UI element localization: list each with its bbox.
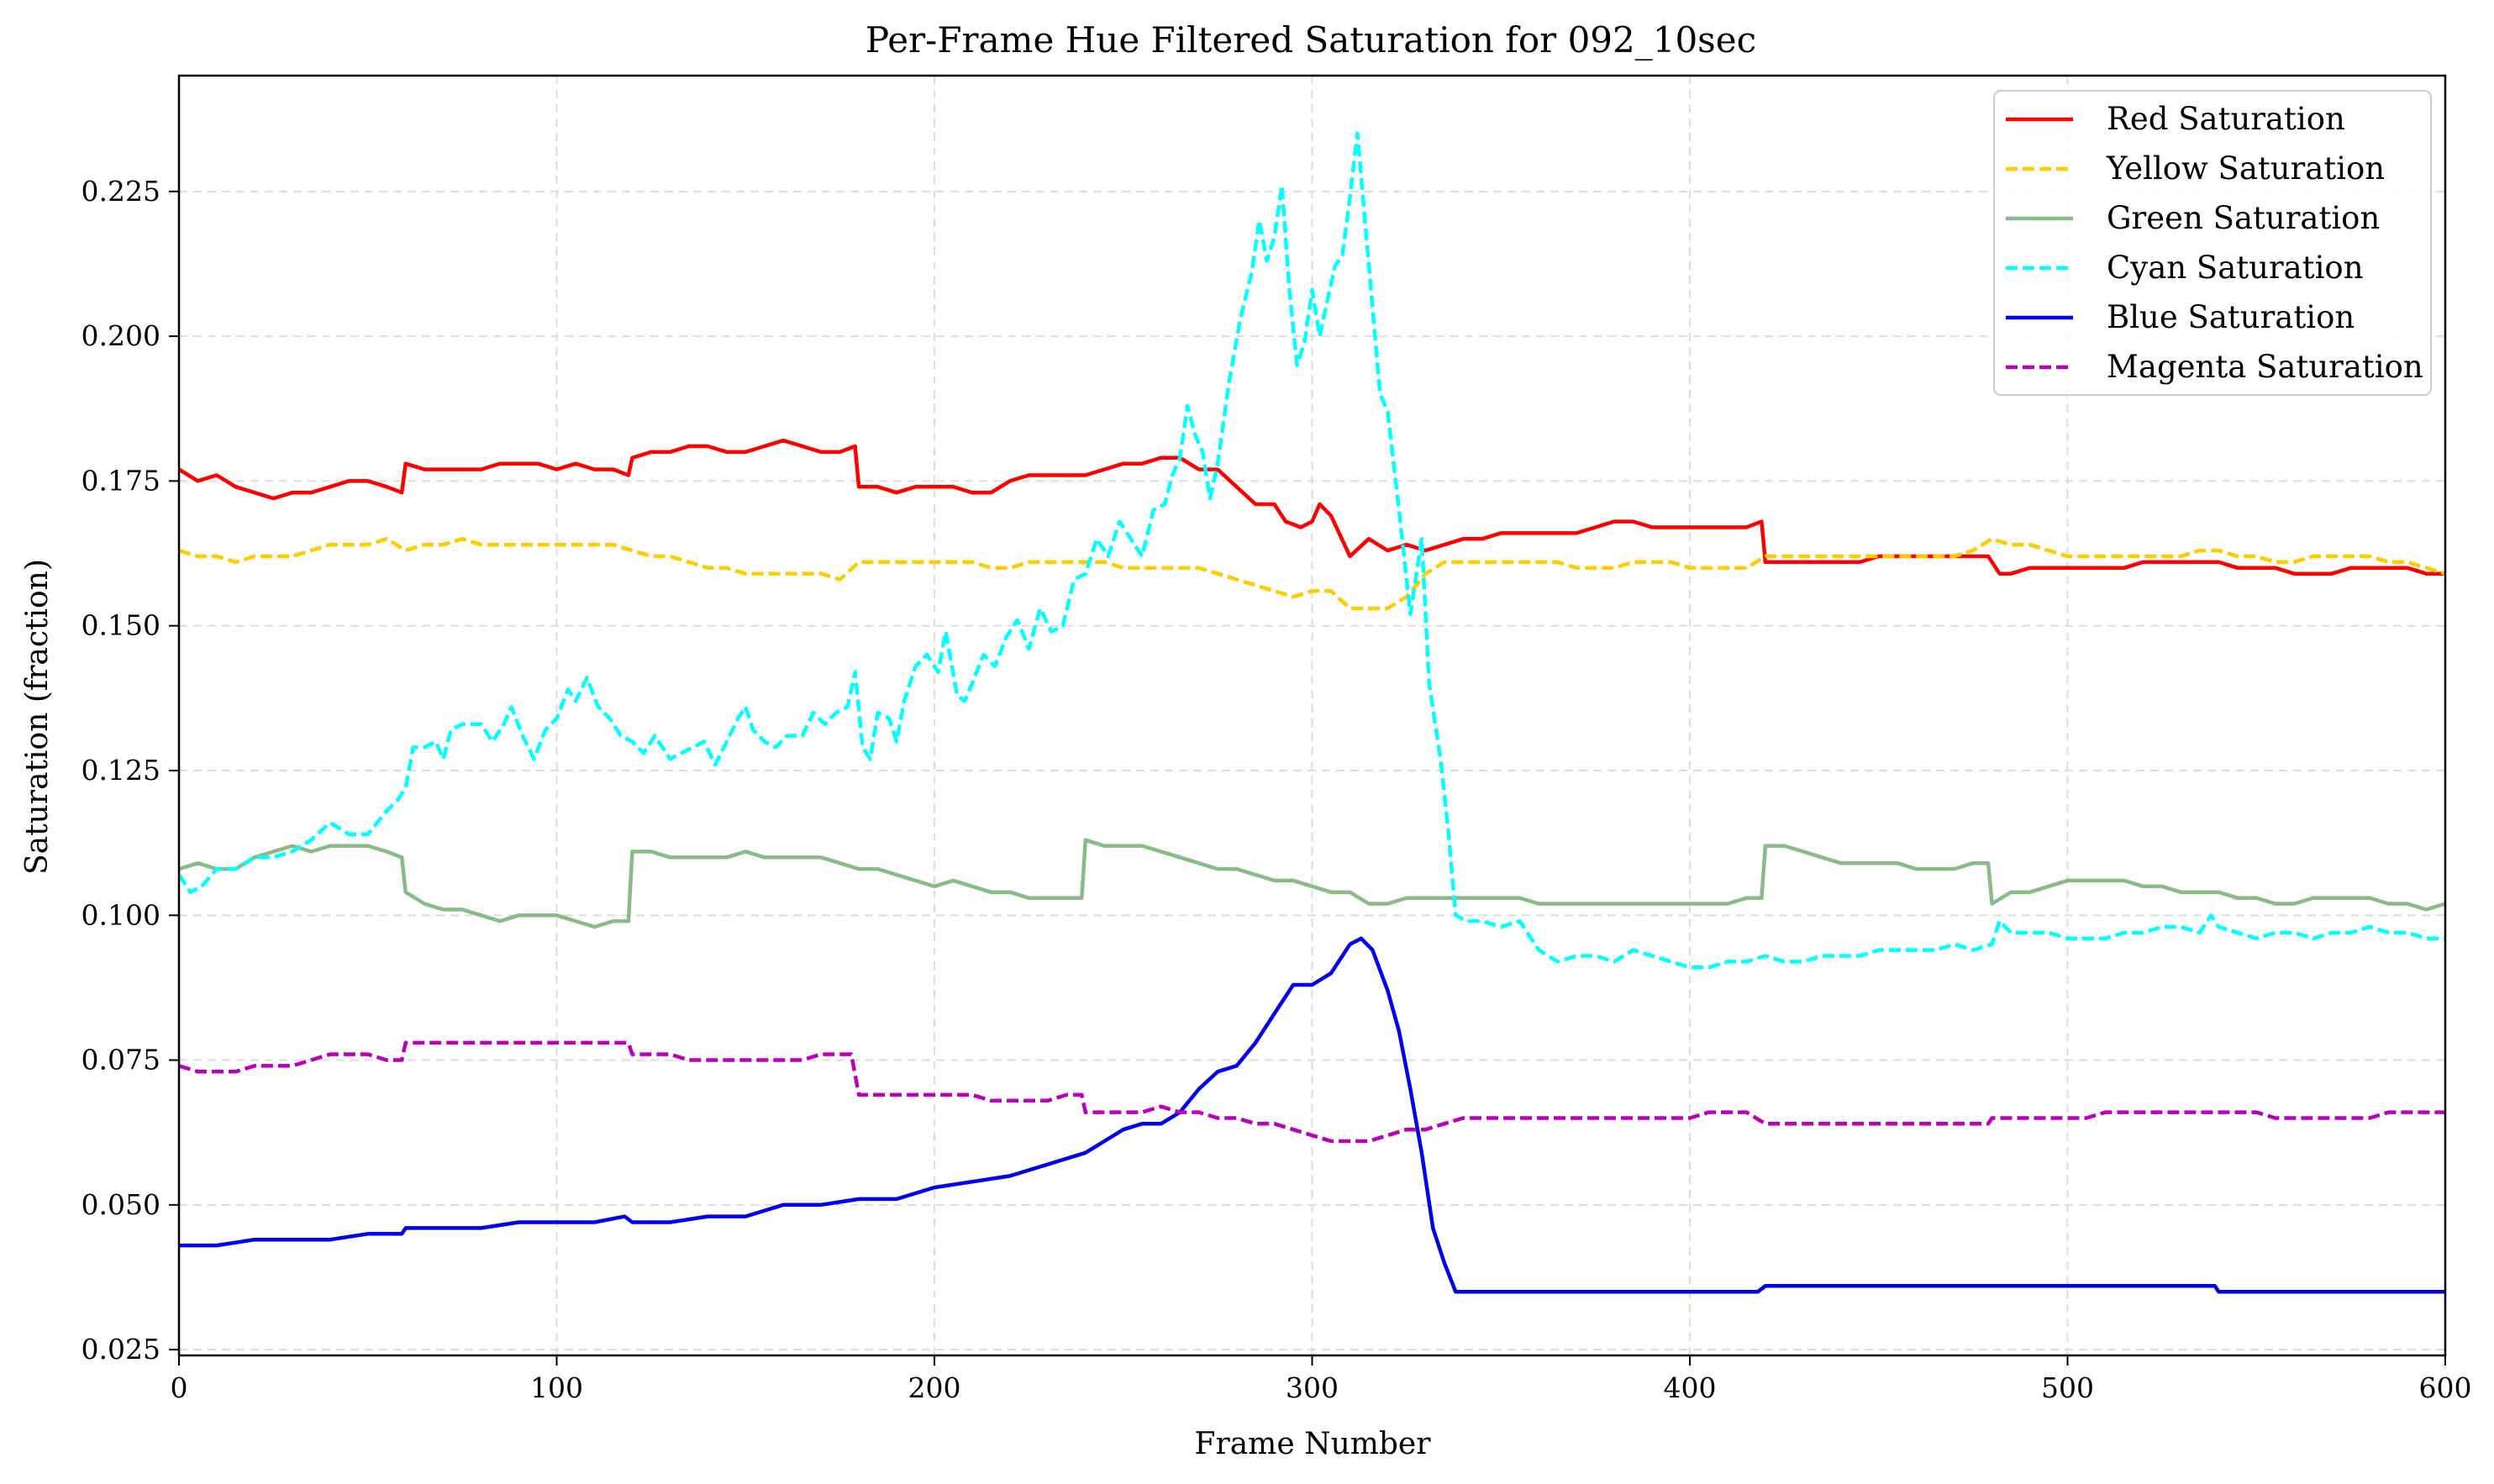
x-tick-label: 200: [908, 1371, 961, 1404]
legend: Red Saturation Yellow Saturation Green Sat…: [1993, 90, 2432, 396]
series-line-red-saturation: [177, 438, 2445, 576]
legend-label: Magenta Saturation: [2107, 349, 2423, 385]
legend-label: Blue Saturation: [2107, 299, 2355, 335]
series-lines: [177, 131, 2446, 1294]
legend-label: Cyan Saturation: [2107, 250, 2364, 286]
series-line-magenta-saturation: [178, 1040, 2445, 1144]
x-tick-label: 300: [1286, 1371, 1339, 1404]
x-axis-label: Frame Number: [1195, 1427, 1432, 1461]
x-tick-label: 600: [2419, 1371, 2472, 1404]
series-line-cyan-saturation: [177, 131, 2445, 970]
series-line-blue-saturation: [179, 936, 2445, 1294]
y-tick-label: 0.025: [82, 1333, 160, 1366]
y-tick-label: 0.150: [82, 609, 160, 642]
legend-label: Yellow Saturation: [2106, 150, 2385, 187]
legend-box: [1993, 90, 2432, 396]
series-line-green-saturation: [178, 838, 2446, 929]
x-tick-label: 0: [171, 1371, 188, 1404]
y-tick-label: 0.050: [82, 1188, 160, 1221]
x-tick-label: 500: [2041, 1371, 2094, 1404]
y-tick-label: 0.225: [82, 175, 160, 208]
legend-label: Red Saturation: [2107, 101, 2345, 137]
y-axis-ticks: 0.025 0.050 0.075 0.100 0.125 0.150 0.175 0.200…: [82, 175, 179, 1366]
y-tick-label: 0.125: [82, 754, 160, 787]
y-tick-label: 0.200: [82, 319, 160, 352]
legend-label: Green Saturation: [2107, 200, 2380, 236]
x-tick-label: 400: [1664, 1371, 1717, 1404]
x-tick-label: 100: [530, 1371, 583, 1404]
x-axis-ticks: 0 100 200 300 400 500 600: [171, 1355, 2472, 1404]
chart-title: Per-Frame Hue Filtered Saturation for 09…: [866, 19, 1756, 61]
y-tick-label: 0.075: [82, 1044, 160, 1076]
series-line-yellow-saturation: [178, 537, 2446, 611]
y-tick-label: 0.175: [82, 464, 160, 497]
y-axis-label: Saturation (fraction): [20, 559, 55, 875]
y-tick-label: 0.100: [82, 898, 160, 931]
